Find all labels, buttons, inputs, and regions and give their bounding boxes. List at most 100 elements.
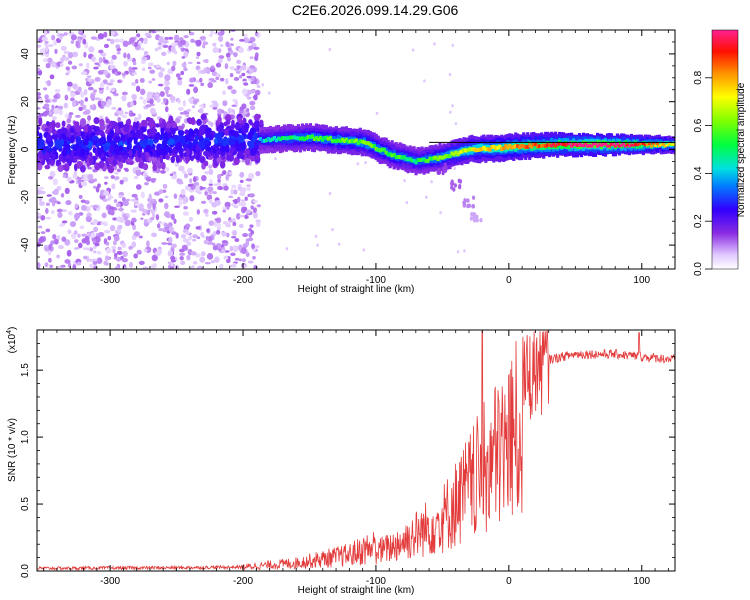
spectrogram-noise-cell xyxy=(51,61,56,68)
spectrogram-noise-cell xyxy=(98,232,105,238)
spectrogram-band-cell xyxy=(532,142,536,151)
spectrogram-noise-cell xyxy=(224,201,231,208)
spectrogram-noise-cell xyxy=(93,97,101,101)
spectrogram-noise-cell xyxy=(71,100,77,108)
spectrogram-noise-cell xyxy=(72,264,77,269)
spectrogram-noise-cell xyxy=(59,33,65,37)
spectrogram-noise-cell xyxy=(151,78,156,81)
snr-y-scale-exponent: 4 xyxy=(6,330,13,334)
spectrogram-noise-cell xyxy=(252,207,257,214)
spectrogram-noise-cell xyxy=(150,217,155,221)
spectrogram-noise-cell xyxy=(119,38,125,43)
spectrogram-noise-cell xyxy=(180,47,187,51)
spectrogram-noise-cell xyxy=(239,39,245,42)
spectrogram-noise-cell xyxy=(154,250,162,257)
spectrogram-noise-cell xyxy=(200,231,205,237)
spectrogram-band-cell xyxy=(128,149,133,157)
spectrogram-noise-cell xyxy=(226,205,230,210)
spectrogram-noise-cell xyxy=(139,77,145,83)
spectrogram-band-cell xyxy=(200,113,207,121)
spectrogram-noise-cell xyxy=(196,61,201,65)
spectrogram-noise-cell xyxy=(204,59,209,64)
spectrogram-band-cell xyxy=(378,148,382,153)
spectrogram-noise-cell xyxy=(65,199,72,206)
spectrogram-band-cell xyxy=(657,144,661,148)
spectrogram-noise-cell xyxy=(228,171,233,176)
spectrogram-noise-cell xyxy=(155,214,160,221)
spectrogram-band-cell xyxy=(192,139,197,146)
spectrogram-noise-cell xyxy=(132,72,137,76)
spectrogram-noise-cell xyxy=(158,221,163,224)
colorbar-label: Normalized spectral amplitude xyxy=(736,82,747,217)
spectrogram-noise-cell xyxy=(78,242,83,249)
spectrogram-band-cell xyxy=(522,144,526,149)
spectrogram-band-cell xyxy=(56,128,64,135)
spectrogram-band-cell xyxy=(249,120,253,126)
spectrogram-band-cell xyxy=(530,144,534,149)
spectrogram-noise-cell xyxy=(178,165,185,172)
spectrogram-band-cell xyxy=(134,122,139,130)
spectrogram-noise-cell xyxy=(105,241,110,246)
spectrogram-noise-cell xyxy=(212,101,219,109)
spectrogram-band-cell xyxy=(37,162,43,171)
spectrogram-band-cell xyxy=(126,118,132,126)
spectrogram-noise-cell xyxy=(190,38,195,43)
spectrogram-band-cell xyxy=(237,153,243,159)
spectrogram-band-cell xyxy=(498,144,502,149)
colorbar-ticks: 0.0 0.2 0.4 0.6 0.8 xyxy=(693,70,712,276)
spectrogram-noise-cell xyxy=(109,224,116,232)
spectrogram-noise-cell xyxy=(229,245,234,252)
spectrogram-noise-cell xyxy=(236,196,241,203)
spectrogram-band-cell xyxy=(73,163,78,172)
spectrogram-band-cell xyxy=(185,148,190,157)
spectrogram-noise-cell xyxy=(118,194,123,199)
spectrogram-band-cell xyxy=(643,143,647,147)
spectrogram-band-cell xyxy=(366,141,370,150)
spectrogram-band-cell xyxy=(100,138,106,144)
spectrogram-noise-cell xyxy=(236,70,241,74)
spectrogram-band-cell xyxy=(496,145,500,150)
spectrogram-noise-cell xyxy=(80,91,85,98)
spectrogram-noise-cell xyxy=(242,33,248,38)
spectrogram-noise-cell xyxy=(54,89,61,93)
spectrogram-noise-cell xyxy=(246,209,251,214)
spectrogram-noise-cell xyxy=(49,74,55,80)
snr-x-axis: -300 -200 -100 0 100 xyxy=(43,330,669,587)
spectrogram-noise-cell xyxy=(92,204,99,209)
spectrogram-band-cell xyxy=(177,129,184,136)
spectrogram-noise-cell xyxy=(173,193,178,199)
spectrogram-band-cell xyxy=(611,142,616,146)
spectrogram-noise-cell xyxy=(241,64,247,71)
spectrogram-noise-cell xyxy=(79,99,84,107)
spectrogram-noise-cell xyxy=(250,229,254,235)
spectrogram-band-cell xyxy=(167,132,172,139)
spectrogram-band-cell xyxy=(226,154,231,161)
spectrogram-noise-cell xyxy=(71,83,77,89)
spectrogram-noise-cell xyxy=(71,65,78,70)
spectrogram-noise-cell xyxy=(143,50,149,56)
spectrogram-noise-cell xyxy=(136,33,141,38)
spectrogram-noise-cell xyxy=(221,249,226,253)
spectrogram-noise-cell xyxy=(192,176,197,183)
spectrogram-noise-cell xyxy=(82,255,88,260)
spectrogram-noise-cell xyxy=(246,186,251,192)
snr-y-tick-label: 1.5 xyxy=(20,363,31,377)
spectrogram-noise-cell xyxy=(104,255,109,262)
snr-x-axis-label: Height of straight line (km) xyxy=(298,585,415,596)
spectrogram-noise-cell xyxy=(78,30,83,34)
spectrogram-band-cell xyxy=(593,141,598,145)
spectrogram-band-cell xyxy=(581,143,586,148)
spectrogram-noise-cell xyxy=(198,68,202,75)
spectrogram-band-cell xyxy=(141,126,147,133)
spectrogram-noise-cell xyxy=(175,73,181,78)
spectrogram-band-cell xyxy=(179,149,184,159)
spectrogram-band-cell xyxy=(446,154,450,159)
spectrogram-noise-cell xyxy=(73,213,80,220)
spectrogram-noise-cell xyxy=(93,178,97,182)
spectrogram-band-cell xyxy=(665,143,669,147)
spectrogram-noise-cell xyxy=(110,175,115,179)
spectrogram-noise-cell xyxy=(249,100,256,106)
spectrogram-noise-cell xyxy=(86,62,90,69)
spectrogram-noise-cell xyxy=(207,186,214,193)
spectrogram-noise-cell xyxy=(84,97,89,102)
